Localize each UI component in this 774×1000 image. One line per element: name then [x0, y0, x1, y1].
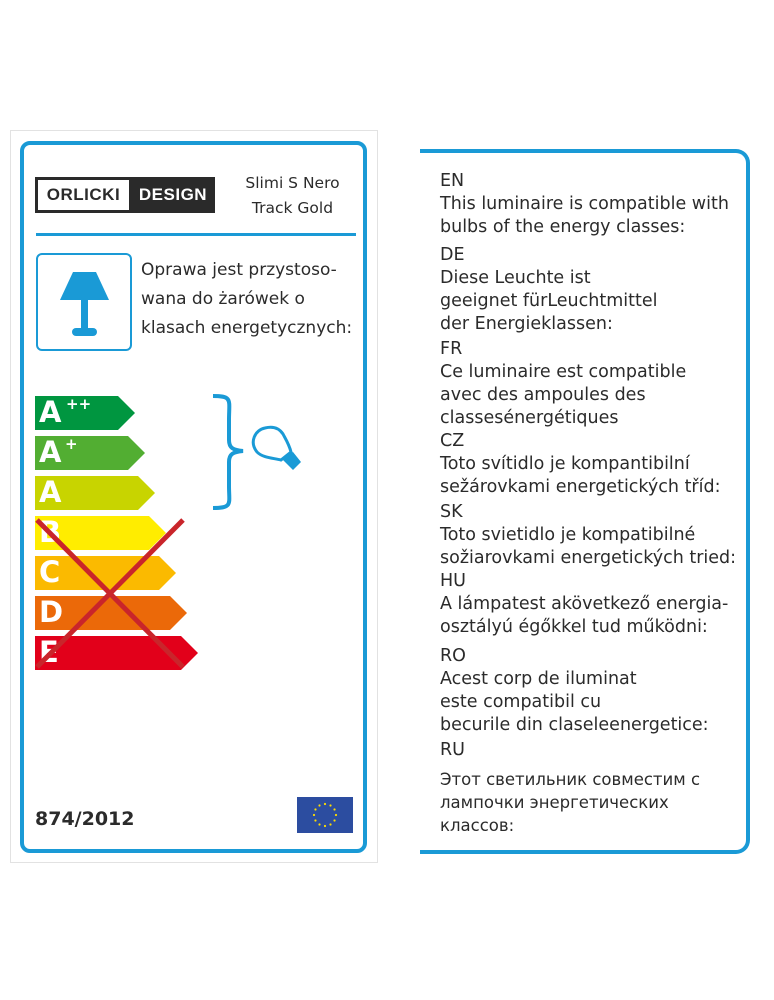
language-text-line: sožiarovkami energetických tried: [440, 548, 737, 568]
eu-star [312, 813, 316, 817]
language-text-line: A lámpatest akövetkező energia- [440, 594, 729, 614]
eu-star [333, 819, 336, 822]
language-text-line: Этот светильник совместим с [440, 770, 701, 789]
energy-class-letter: D [39, 595, 64, 629]
energy-class-letter: A [39, 435, 62, 469]
energy-class-bar: A + [35, 436, 145, 470]
brand-logo-right: DESIGN [138, 185, 208, 204]
energy-class-bar: A [35, 476, 155, 510]
language-text-line: Acest corp de iluminat [440, 669, 637, 689]
product-name-line1: Slimi S Nero [245, 174, 340, 192]
polish-text-line: wana do żarówek o [141, 289, 305, 309]
brand-logo: ORLICKI DESIGN [35, 177, 215, 213]
language-block-fr: FR Ce luminaire est compatible avec des am… [440, 338, 686, 430]
language-block-ru: RU Этот светильник совместим с лампочки эн… [440, 739, 700, 837]
eu-star [323, 824, 327, 828]
energy-class-letter: A [39, 475, 62, 509]
language-code: SK [440, 502, 463, 522]
light-bulb-icon [251, 425, 301, 470]
eu-flag-icon [297, 797, 353, 833]
language-block-cz: CZ Toto svítidlo je kompantibilní sežárovk… [440, 430, 721, 499]
energy-class-bar: A ++ [35, 396, 135, 430]
language-code: DE [440, 245, 465, 265]
language-text-line: avec des ampoules des [440, 385, 646, 405]
language-code: CZ [440, 431, 465, 451]
language-text-line: лампочки энергетических [440, 793, 669, 812]
product-name-line2: Track Gold [251, 199, 334, 217]
language-text-line: Toto svítidlo je kompantibilní [440, 454, 690, 474]
language-text-line: sežárovkami energetických tříd: [440, 477, 721, 497]
compatibility-bracket [212, 394, 301, 510]
language-text-line: This luminaire is compatible with [440, 194, 729, 214]
translations-panel [420, 149, 750, 854]
polish-text-line: klasach energetycznych: [141, 318, 353, 338]
language-text-line: der Energieklassen: [440, 314, 613, 334]
language-text-line: Diese Leuchte ist [440, 268, 591, 288]
language-text-line: classesénergétiques [440, 408, 619, 428]
brand-logo-left: ORLICKI [38, 180, 129, 210]
language-text-line: osztályú égőkkel tud működni: [440, 617, 708, 637]
eu-star [314, 819, 317, 822]
red-cross-mark [35, 518, 185, 669]
language-code: FR [440, 339, 463, 359]
eu-star [318, 804, 321, 807]
energy-class-bar: D [35, 596, 187, 630]
language-code: EN [440, 171, 465, 191]
label-sheet-border [10, 130, 378, 863]
language-text-line: becurile din claseleenergetice: [440, 715, 709, 735]
eu-star [334, 813, 338, 817]
energy-class-plus: + [65, 435, 78, 453]
energy-class-bar: C [35, 556, 176, 590]
language-block-en: EN This luminaire is compatible with bulbs… [440, 170, 729, 239]
language-code: RO [440, 646, 466, 666]
language-text-line: Toto svietidlo je kompatibilné [440, 525, 696, 545]
language-text-line: geeignet fürLeuchtmittel [440, 291, 658, 311]
divider [36, 233, 356, 236]
energy-class-letter: A [39, 395, 62, 429]
language-code: HU [440, 571, 466, 591]
language-block-de: DE Diese Leuchte ist geeignet fürLeuchtmit… [440, 244, 657, 336]
language-text-line: классов: [440, 816, 515, 835]
eu-star [318, 823, 321, 826]
eu-star [323, 802, 327, 806]
energy-class-letter: C [39, 555, 61, 589]
eu-star [333, 808, 336, 811]
energy-label-frame [20, 141, 367, 853]
polish-text-line: Oprawa jest przystoso- [141, 260, 337, 280]
eu-star [314, 808, 317, 811]
eu-star [329, 823, 332, 826]
energy-class-plus: ++ [66, 395, 92, 413]
language-block-hu: HU A lámpatest akövetkező energia-osztály… [440, 570, 728, 639]
language-text-line: Ce luminaire est compatible [440, 362, 687, 382]
language-text-line: este compatibil cu [440, 692, 602, 712]
regulation-number: 874/2012 [35, 808, 135, 830]
energy-class-bar: B [35, 516, 166, 550]
language-block-ro: RO Acest corp de iluminat este compatibil … [440, 645, 709, 737]
language-block-sk: SK Toto svietidlo je kompatibilné sožiarov… [440, 501, 736, 570]
eu-star [329, 804, 332, 807]
language-text-line: bulbs of the energy classes: [440, 217, 686, 237]
table-lamp-icon [36, 253, 132, 351]
language-code: RU [440, 740, 465, 760]
